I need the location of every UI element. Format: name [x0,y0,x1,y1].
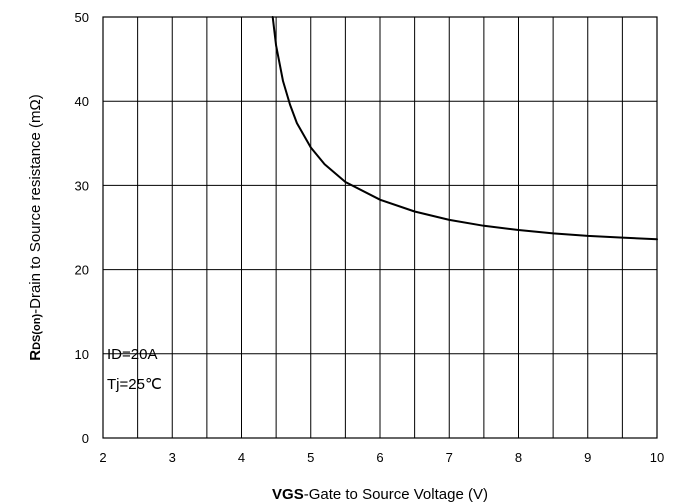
series-layer [271,16,658,241]
x-axis-title-rest: -Gate to Source Voltage (V) [304,486,488,502]
series-line [271,16,658,241]
y-tick-label: 50 [75,10,89,25]
y-axis-title: RDS(on)-Drain to Source resistance (mΩ) [27,94,44,361]
annotation-tj: Tj=25℃ [107,376,162,393]
x-tick-label: 5 [307,450,314,465]
x-tick-label: 4 [238,450,245,465]
y-tick-label: 0 [82,431,89,446]
x-tick-label: 3 [169,450,176,465]
y-axis-title-main: R [27,350,44,361]
grid [103,17,657,438]
plot-frame [102,16,658,439]
x-tick-label: 10 [650,450,664,465]
annotations: ID=20A Tj=25℃ [107,346,162,393]
y-axis-title-rest: -Drain to Source resistance (mΩ) [27,94,44,314]
annotation-id: ID=20A [107,346,157,363]
x-tick-label: 2 [99,450,106,465]
x-axis-title-bold: VGS [272,486,304,502]
y-axis-title-sub: DS(on) [31,314,43,350]
x-axis-title: VGS-Gate to Source Voltage (V) [272,486,488,502]
x-tick-label: 6 [376,450,383,465]
y-tick-label: 20 [75,263,89,278]
y-tick-label: 30 [75,178,89,193]
x-tick-label: 7 [446,450,453,465]
tick-labels: 2 3 4 5 6 7 8 9 10 0 10 20 30 40 50 [75,10,665,465]
x-tick-label: 9 [584,450,591,465]
y-tick-label: 40 [75,94,89,109]
x-tick-label: 8 [515,450,522,465]
y-tick-label: 10 [75,347,89,362]
